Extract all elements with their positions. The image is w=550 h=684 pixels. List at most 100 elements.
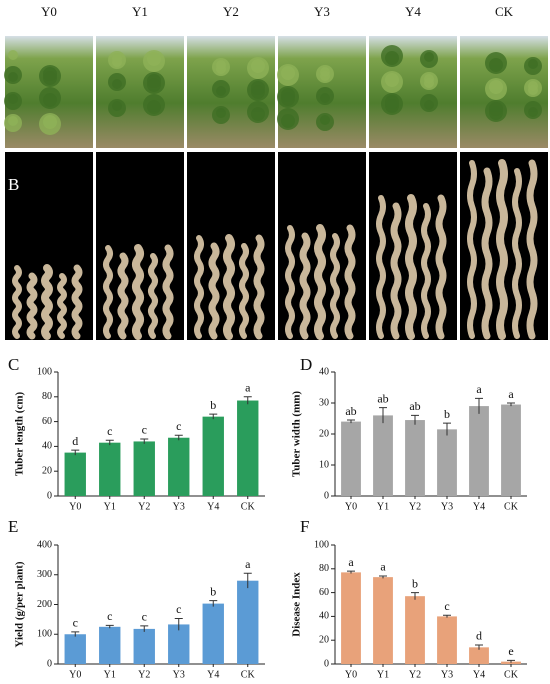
significance-letter: ab	[377, 391, 388, 405]
tuber	[376, 195, 386, 339]
column-label: Y2	[223, 4, 239, 19]
bar	[373, 415, 393, 496]
tuber	[481, 167, 493, 340]
error-bar	[209, 600, 218, 607]
error-bar	[475, 644, 483, 650]
error-bar	[209, 413, 218, 420]
x-tick-label: Y1	[377, 501, 389, 512]
foliage	[524, 101, 542, 119]
tuber	[132, 244, 144, 340]
tuber	[12, 265, 22, 339]
foliage	[381, 45, 403, 67]
tuber	[467, 160, 477, 339]
y-tick-label: 10	[319, 459, 329, 470]
y-tick-label: 20	[319, 428, 329, 439]
x-tick-label: CK	[504, 501, 519, 512]
x-tick-label: Y2	[138, 669, 150, 680]
error-bar	[174, 617, 183, 631]
error-bar	[475, 397, 483, 414]
y-tick-label: 40	[319, 611, 329, 622]
x-tick-label: Y2	[138, 501, 150, 512]
significance-letter: c	[107, 424, 112, 438]
tuber	[71, 264, 83, 340]
tuber	[435, 194, 447, 340]
significance-letter: b	[444, 407, 450, 421]
column-label: Y4	[405, 4, 421, 19]
tuber	[117, 252, 129, 340]
tuber	[103, 245, 113, 339]
foliage	[281, 88, 295, 102]
error-bar	[71, 631, 80, 637]
x-tick-label: Y3	[173, 501, 185, 512]
x-tick-label: Y1	[104, 669, 116, 680]
foliage	[147, 52, 161, 66]
x-tick-label: Y0	[345, 501, 357, 512]
foliage	[385, 73, 399, 87]
error-bar	[443, 422, 451, 436]
y-tick-label: 100	[37, 629, 52, 640]
significance-letter: c	[176, 419, 181, 433]
bar	[237, 580, 259, 664]
y-tick-label: 20	[319, 634, 329, 645]
x-tick-label: Y1	[104, 501, 116, 512]
x-tick-label: Y2	[409, 669, 421, 680]
bar	[341, 572, 361, 664]
x-tick-label: CK	[504, 669, 519, 680]
x-tick-label: Y0	[345, 669, 357, 680]
x-tick-label: Y4	[207, 669, 219, 680]
bar	[373, 577, 393, 664]
bar	[405, 420, 425, 496]
bar	[99, 442, 121, 496]
foliage	[281, 66, 295, 80]
x-tick-label: Y3	[441, 501, 453, 512]
tuber	[314, 224, 326, 340]
error-bar	[379, 407, 387, 424]
significance-letter: a	[508, 387, 514, 401]
error-bar	[140, 625, 149, 632]
error-bar	[411, 414, 419, 425]
y-tick-label: 40	[42, 441, 52, 452]
significance-letter: ab	[409, 399, 420, 413]
bar	[133, 441, 155, 496]
significance-letter: a	[476, 382, 482, 396]
tuber	[26, 272, 38, 340]
panel-label: E	[8, 517, 18, 536]
x-tick-label: Y3	[173, 669, 185, 680]
foliage	[43, 115, 57, 129]
column-label: Y0	[41, 4, 57, 19]
foliage	[489, 102, 503, 116]
foliage	[43, 67, 57, 81]
foliage	[8, 50, 18, 60]
y-tick-label: 60	[42, 416, 52, 427]
tuber	[330, 233, 340, 339]
bar	[168, 624, 190, 664]
significance-letter: c	[73, 616, 78, 630]
tuber	[405, 194, 417, 340]
tuber	[148, 253, 158, 339]
tuber	[239, 243, 249, 339]
y-tick-label: 0	[47, 658, 52, 669]
tuber	[57, 273, 67, 339]
foliage	[277, 108, 299, 130]
significance-letter: d	[72, 434, 78, 448]
foliage	[108, 73, 126, 91]
x-tick-label: Y4	[207, 501, 219, 512]
column-label: Y3	[314, 4, 330, 19]
significance-letter: d	[476, 629, 482, 643]
tuber	[194, 235, 204, 339]
foliage	[385, 95, 399, 109]
foliage	[4, 66, 22, 84]
y-tick-label: 30	[319, 397, 329, 408]
foliage	[424, 74, 434, 84]
foliage	[216, 60, 226, 70]
foliage	[528, 59, 538, 69]
foliage	[489, 80, 503, 94]
bar	[405, 596, 425, 664]
x-tick-label: Y3	[441, 669, 453, 680]
significance-letter: a	[245, 381, 251, 395]
tuber	[526, 159, 538, 340]
column-label: Y1	[132, 4, 148, 19]
foliage	[8, 94, 18, 104]
error-bar	[507, 402, 515, 407]
error-bar	[71, 449, 80, 456]
